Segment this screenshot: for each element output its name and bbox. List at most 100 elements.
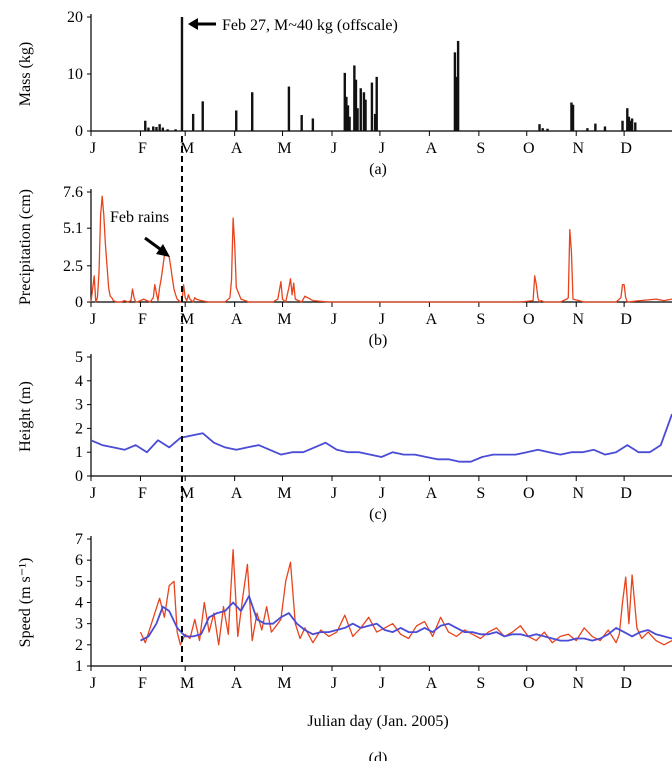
bar (158, 124, 161, 131)
panel-label-b: (b) (369, 332, 388, 349)
x-tick-label: M (180, 675, 194, 692)
y-tick-label: 6 (75, 552, 83, 569)
x-axis-label: Julian day (Jan. 2005) (307, 713, 448, 730)
bar (362, 92, 366, 131)
bar (155, 127, 158, 131)
y-tick-label: 4 (75, 595, 83, 612)
x-tick-label: J (331, 140, 337, 157)
x-tick-label: N (572, 140, 584, 157)
x-tick-label: N (572, 675, 584, 692)
bar (147, 127, 150, 131)
y-tick-label: 1 (75, 444, 83, 461)
series-line-d-0 (139, 548, 672, 646)
panel-a: 0 10 20 J F M A M J J A S O N D Mass (kg) (a) Feb 27, M~4… (17, 9, 672, 178)
bar (570, 102, 573, 131)
x-tick-label: O (523, 485, 535, 502)
x-tick-label: D (620, 311, 632, 328)
y-tick-label: 20 (67, 9, 83, 26)
x-tick-label: J (90, 675, 96, 692)
x-tick-label: O (523, 140, 535, 157)
series-line-c-0 (90, 413, 672, 463)
bar (538, 124, 541, 131)
bar (201, 101, 204, 131)
x-tick-label: A (426, 485, 438, 502)
x-tick-label: S (476, 485, 485, 502)
x-tick-label: A (426, 140, 438, 157)
x-tick-label: J (90, 140, 96, 157)
y-tick-label: 5 (75, 349, 83, 366)
x-tick-label: M (180, 485, 194, 502)
bar (166, 129, 169, 131)
x-tick-label: A (426, 675, 438, 692)
x-tick-label: F (138, 485, 147, 502)
x-tick-label: J (90, 485, 96, 502)
y-tick-label: 0 (75, 468, 83, 485)
x-tick-label: J (379, 311, 385, 328)
x-tick-label: M (277, 311, 291, 328)
y-axis-label-b: Precipitation (cm) (17, 189, 34, 305)
bar (144, 120, 147, 131)
y-axis-label-d: Speed (m s⁻¹) (17, 558, 34, 648)
annotation-arrow-head-b (156, 244, 170, 257)
x-tick-label: J (379, 485, 385, 502)
panel-label-c: (c) (369, 506, 387, 523)
bar (174, 129, 177, 131)
bar (191, 113, 195, 131)
x-tick-label: O (523, 311, 535, 328)
bar (621, 120, 624, 131)
x-tick-label: M (180, 140, 194, 157)
x-tick-label: J (379, 140, 385, 157)
bar (586, 128, 589, 131)
bar (603, 126, 607, 131)
bar (346, 105, 350, 131)
x-tick-label: S (476, 675, 485, 692)
bar (456, 40, 460, 131)
annotation-feb-rains: Feb rains (110, 209, 169, 226)
bar (453, 52, 457, 132)
series-line-b-0 (90, 195, 672, 303)
x-tick-label: A (231, 675, 243, 692)
bar (235, 110, 238, 131)
y-tick-label: 10 (67, 66, 83, 83)
y-tick-label: 3 (75, 397, 83, 414)
bar (629, 120, 632, 131)
bar (311, 118, 315, 131)
y-axis-label-c: Height (m) (17, 381, 34, 452)
annotation-arrow-b (144, 236, 161, 251)
x-tick-label: F (138, 311, 147, 328)
annotation-arrow-head (187, 18, 198, 30)
bar (152, 126, 155, 131)
x-tick-label: O (523, 675, 535, 692)
x-tick-label: J (379, 675, 385, 692)
bar (300, 115, 303, 131)
x-tick-label: F (138, 675, 147, 692)
bar (353, 65, 356, 131)
bar (571, 104, 575, 131)
y-tick-label: 3 (75, 616, 83, 633)
bar (627, 116, 631, 131)
y-tick-label: 7.6 (63, 184, 83, 201)
x-tick-label: M (277, 485, 291, 502)
bar (373, 113, 377, 131)
y-tick-label: 7 (75, 531, 83, 548)
bar (364, 99, 367, 131)
bar (348, 116, 351, 131)
y-tick-label: 0 (75, 123, 83, 140)
bar (161, 127, 165, 131)
x-tick-label: M (277, 675, 291, 692)
y-tick-label: 2 (75, 637, 83, 654)
bar (594, 123, 597, 131)
bar (546, 128, 549, 131)
y-tick-label: 5.1 (63, 220, 83, 237)
x-tick-label: M (277, 140, 291, 157)
panel-label-a: (a) (369, 161, 387, 178)
y-tick-label: 2.5 (63, 258, 83, 275)
annotation-feb27: Feb 27, M~40 kg (offscale) (222, 17, 398, 34)
bar (370, 82, 374, 131)
x-tick-label: A (231, 311, 243, 328)
x-tick-label: J (90, 311, 96, 328)
x-tick-label: J (331, 311, 337, 328)
y-tick-label: 1 (75, 658, 83, 675)
x-tick-label: S (476, 140, 485, 157)
